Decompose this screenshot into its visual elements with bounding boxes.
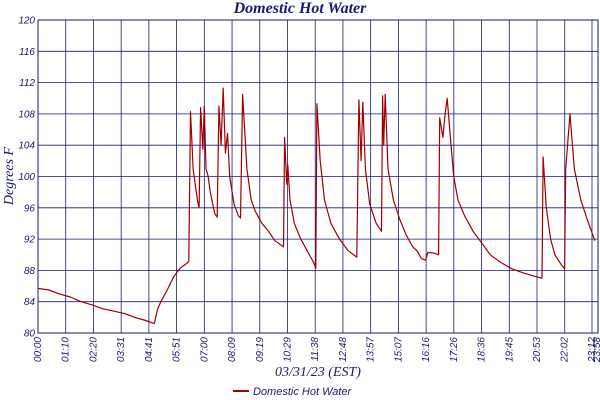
x-axis-label: 03/31/23 (EST): [275, 365, 361, 380]
y-tick-label: 108: [18, 109, 35, 120]
series-line: [37, 87, 596, 325]
y-tick-label: 96: [24, 203, 36, 214]
y-axis-label: Degrees F: [2, 146, 17, 206]
x-tick-label: 15:07: [393, 337, 404, 362]
y-tick-label: 84: [24, 297, 36, 308]
x-tick-label: 23:12: [587, 337, 598, 363]
legend: Domestic Hot Water: [233, 386, 353, 398]
y-tick-label: 112: [19, 78, 35, 89]
x-tick-label: 01:10: [61, 337, 72, 362]
y-tick-labels: 80 84 88 92 96 100 104 108 112 116 120: [18, 16, 35, 340]
x-tick-label: 09:19: [255, 337, 266, 362]
x-tick-label: 18:36: [477, 337, 488, 362]
x-tick-label: 12:48: [338, 337, 349, 362]
x-tick-label: 00:00: [33, 337, 44, 362]
y-tick-label: 116: [19, 47, 35, 58]
x-tick-label: 08:09: [227, 337, 238, 362]
x-tick-label: 22:02: [560, 337, 571, 363]
x-tick-label: 13:57: [366, 337, 377, 362]
x-tick-label: 10:29: [283, 337, 294, 362]
y-tick-label: 80: [24, 329, 36, 340]
x-tick-label: 04:41: [144, 337, 155, 362]
x-tick-label: 02:20: [88, 337, 99, 362]
y-tick-label: 120: [18, 16, 35, 27]
x-tick-label: 16:16: [421, 337, 432, 362]
y-tick-label: 104: [18, 141, 35, 152]
y-tick-label: 88: [24, 266, 36, 277]
legend-label: Domestic Hot Water: [253, 386, 353, 398]
x-tick-label: 05:51: [172, 337, 183, 362]
series-group: [37, 87, 596, 325]
x-tick-label: 17:26: [449, 337, 460, 362]
x-tick-label: 03:31: [116, 337, 127, 362]
x-tick-label: 20:53: [532, 337, 543, 363]
x-tick-label: 07:00: [199, 337, 210, 362]
chart-title: Domestic Hot Water: [233, 0, 367, 17]
y-tick-label: 100: [18, 172, 35, 183]
x-tick-label: 19:45: [504, 337, 515, 362]
x-tick-labels: 00:00 01:10 02:20 03:31 04:41 05:51 07:00 08:09…: [33, 337, 600, 363]
y-tick-label: 92: [24, 235, 36, 246]
x-tick-label: 23:58: [592, 337, 600, 363]
x-tick-label: 11:38: [310, 337, 321, 362]
